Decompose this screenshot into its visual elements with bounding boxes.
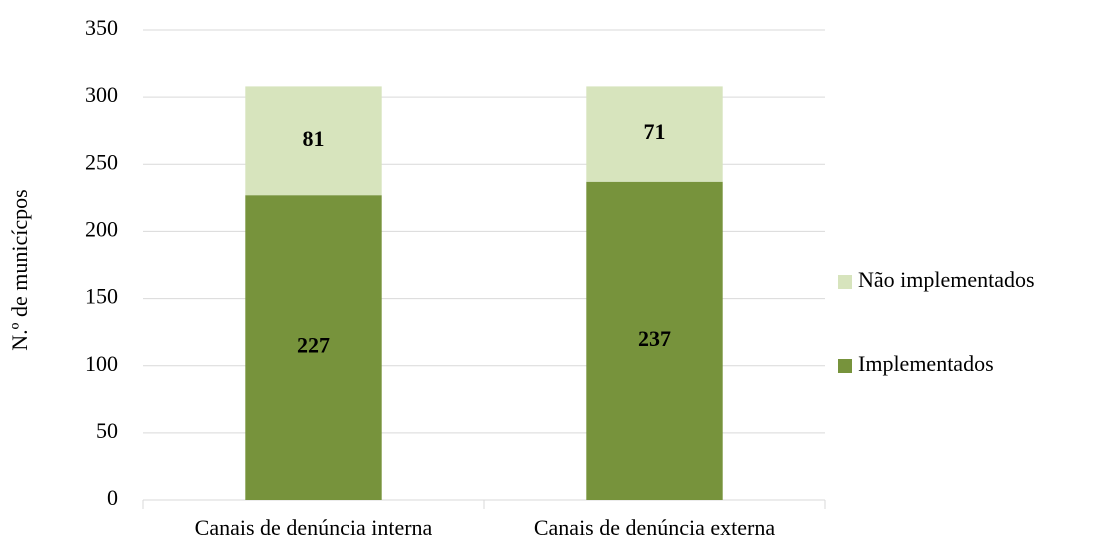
data-label: 237 [638, 326, 671, 351]
y-tick-label: 150 [85, 284, 118, 309]
y-tick-label: 50 [96, 418, 118, 443]
y-tick-label: 250 [85, 149, 118, 174]
y-tick-label: 0 [107, 485, 118, 510]
data-label: 71 [644, 119, 666, 144]
legend-swatch [838, 359, 852, 373]
x-tick-label: Canais de denúncia externa [534, 515, 776, 540]
y-tick-label: 300 [85, 82, 118, 107]
data-label: 81 [303, 126, 325, 151]
bar-segment [586, 181, 723, 500]
legend-label: Não implementados [858, 267, 1035, 292]
y-axis-label: N.º de municícpos [7, 189, 32, 350]
bar-segment [245, 195, 382, 500]
y-tick-label: 350 [85, 15, 118, 40]
legend-label: Implementados [858, 351, 994, 376]
bar-segment [586, 86, 723, 182]
bar-segment [245, 86, 382, 196]
y-tick-label: 100 [85, 351, 118, 376]
data-label: 227 [297, 333, 330, 358]
legend-swatch [838, 275, 852, 289]
x-tick-label: Canais de denúncia interna [195, 515, 433, 540]
y-tick-label: 200 [85, 216, 118, 241]
